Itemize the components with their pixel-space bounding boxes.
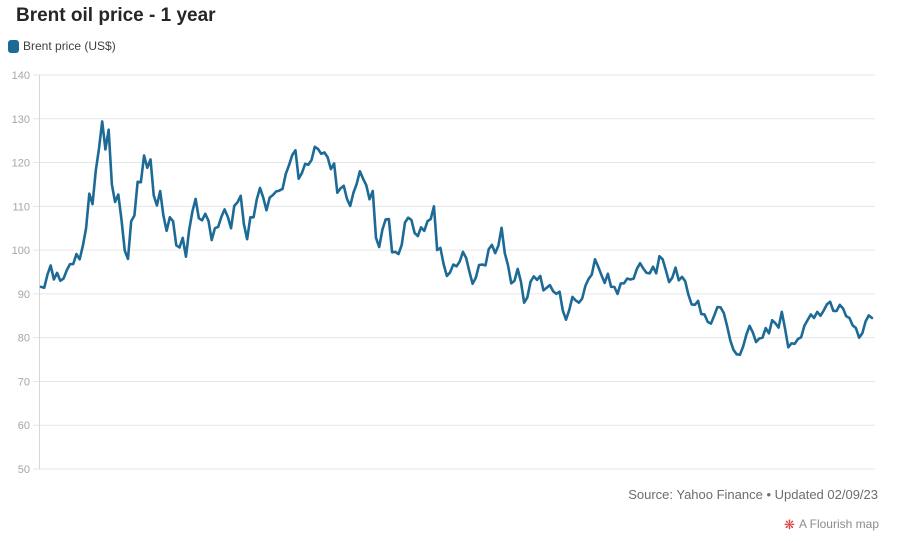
y-axis-tick-label: 70 bbox=[18, 376, 30, 388]
y-axis-tick-label: 130 bbox=[12, 114, 30, 126]
y-axis-tick-label: 50 bbox=[18, 464, 30, 476]
y-axis-tick-label: 60 bbox=[18, 420, 30, 432]
source-attribution: Source: Yahoo Finance • Updated 02/09/23 bbox=[628, 487, 878, 502]
legend: Brent price (US$) bbox=[8, 39, 116, 53]
y-axis-tick-label: 110 bbox=[12, 201, 30, 213]
y-axis-tick-label: 80 bbox=[18, 333, 30, 345]
flourish-credit-link[interactable]: ❋ A Flourish map bbox=[784, 517, 879, 531]
flourish-credit-label: A Flourish map bbox=[798, 517, 879, 531]
flourish-flower-icon: ❋ bbox=[784, 516, 795, 532]
y-axis-tick-label: 140 bbox=[12, 70, 30, 82]
y-axis-tick-label: 90 bbox=[18, 289, 30, 301]
legend-swatch-brent bbox=[8, 39, 19, 53]
gridlines: 140 130 120 110 100 90 80 70 60 50 bbox=[12, 70, 875, 476]
price-chart[interactable]: 140 130 120 110 100 90 80 70 60 50 bbox=[0, 60, 900, 480]
y-axis-tick-label: 100 bbox=[12, 245, 30, 257]
y-axis-tick-label: 120 bbox=[12, 158, 30, 170]
price-line bbox=[39, 120, 874, 357]
legend-label-brent: Brent price (US$) bbox=[23, 39, 116, 53]
chart-title: Brent oil price - 1 year bbox=[16, 5, 216, 26]
